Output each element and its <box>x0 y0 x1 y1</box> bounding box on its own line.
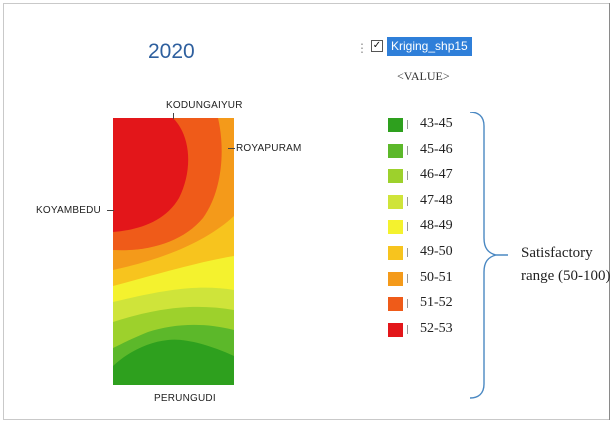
legend-swatch <box>388 297 403 312</box>
legend-swatch <box>388 220 403 235</box>
legend-field-label: <VALUE> <box>397 69 450 83</box>
legend-label: 50-51 <box>420 269 453 285</box>
place-label-kodungaiyur: KODUNGAIYUR <box>166 100 243 111</box>
legend-label: 43-45 <box>420 116 453 131</box>
legend-swatch-tick <box>407 222 408 232</box>
legend-swatch-tick <box>407 248 408 257</box>
place-label-koyambedu: KOYAMBEDU <box>36 205 101 216</box>
legend-swatch <box>388 246 403 260</box>
tree-collapse-icon[interactable]: ⋮ <box>356 41 368 55</box>
legend-label: 48-49 <box>420 218 453 234</box>
legend-swatch-tick <box>407 171 408 181</box>
legend-swatch-tick <box>407 120 408 129</box>
layer-visibility-checkbox[interactable]: ✓ <box>371 40 383 52</box>
leader-line-royapuram <box>228 148 235 149</box>
layer-name-label[interactable]: Kriging_shp15 <box>387 37 472 56</box>
legend-label: 51-52 <box>420 295 453 311</box>
frame-edge <box>609 3 610 420</box>
legend-label: 52-53 <box>420 320 453 336</box>
legend-swatch-tick <box>407 145 408 155</box>
legend-swatch-tick <box>407 196 408 206</box>
legend-label: 46-47 <box>420 167 453 183</box>
legend-label: 47-48 <box>420 192 453 208</box>
legend-swatch <box>388 322 403 337</box>
legend-swatch <box>388 143 403 158</box>
zone-52-53 <box>113 118 189 232</box>
kriging-surface-map <box>113 118 234 385</box>
annotation-line-2: range (50-100) <box>521 268 611 284</box>
map-year-title: 2020 <box>148 40 195 63</box>
legend-swatch <box>388 169 403 184</box>
legend-swatch-tick <box>407 299 408 309</box>
place-label-perungudi: PERUNGUDI <box>154 393 216 404</box>
leader-line-koyambedu <box>107 210 114 211</box>
legend-swatch <box>388 118 403 132</box>
annotation-line-1: Satisfactory <box>521 245 593 261</box>
legend-label: 49-50 <box>420 244 453 259</box>
legend-swatch <box>388 271 403 286</box>
curly-bracket-icon <box>470 112 508 399</box>
legend-swatch <box>388 194 403 209</box>
legend-swatch-tick <box>407 324 408 334</box>
legend-label: 45-46 <box>420 141 453 157</box>
leader-line-kodungaiyur <box>173 113 174 119</box>
place-label-royapuram: ROYAPURAM <box>236 143 302 154</box>
legend-swatch-tick <box>407 273 408 283</box>
